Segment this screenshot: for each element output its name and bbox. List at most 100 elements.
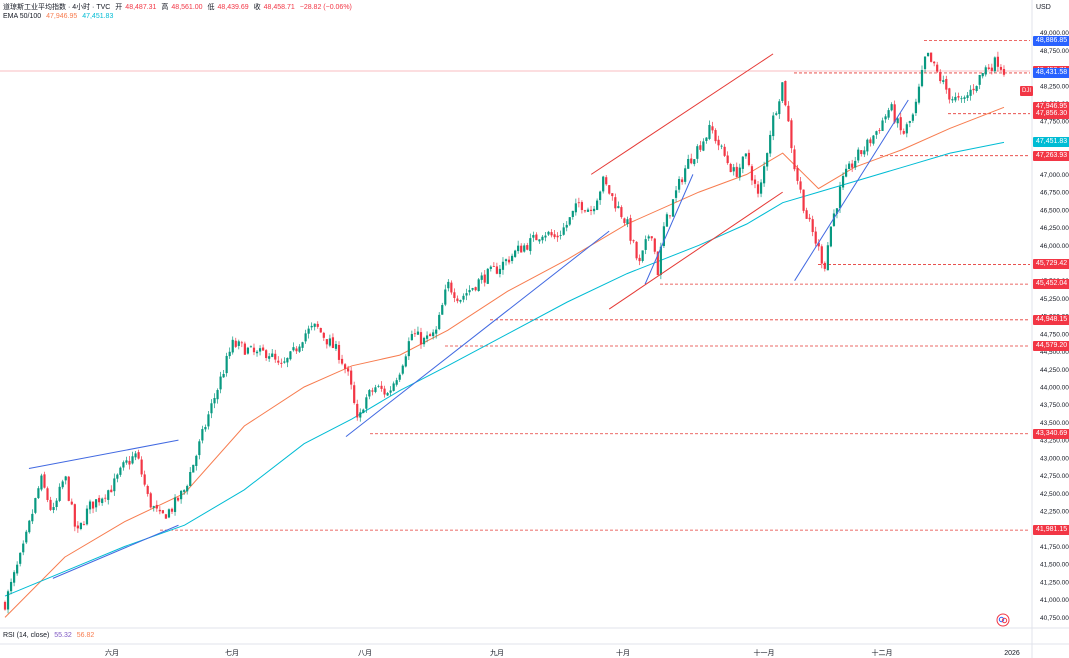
candle (759, 182, 763, 194)
candle (869, 139, 872, 144)
candle (319, 327, 322, 333)
candle (216, 390, 219, 400)
candle (665, 214, 669, 227)
candle (872, 135, 875, 144)
candle (507, 259, 511, 263)
candle (128, 460, 131, 465)
candle (514, 250, 517, 257)
settings-icon[interactable] (996, 613, 1010, 627)
candle (85, 508, 89, 525)
y-tick-label: 42,250.00 (1040, 509, 1069, 516)
candle (589, 209, 593, 212)
close-value: 48,458.71 (263, 4, 295, 11)
candle (671, 199, 675, 217)
candle (896, 118, 899, 124)
candle (917, 86, 921, 103)
candle (274, 353, 277, 360)
candle (641, 250, 644, 261)
candle (498, 268, 502, 275)
candle (878, 130, 881, 131)
price-badge: 43,340.69 (1033, 428, 1069, 439)
trendline (345, 230, 610, 438)
ema-label: EMA 50/100 (3, 13, 42, 20)
candle (395, 380, 398, 385)
candle (772, 115, 775, 137)
rsi-legend[interactable]: RSI (14, close) 55.32 56.82 (3, 631, 97, 640)
candle (948, 88, 951, 100)
high-label: 高 (161, 4, 169, 11)
y-tick-label: 47,750.00 (1040, 119, 1069, 126)
candle (468, 290, 471, 293)
candle (134, 453, 137, 458)
candle (562, 227, 565, 235)
candle (826, 245, 829, 271)
ema50-value: 47,946.95 (46, 13, 78, 20)
candle (744, 153, 747, 157)
candle (377, 385, 380, 387)
candle (668, 215, 672, 217)
candle (799, 181, 802, 190)
candle (398, 374, 401, 380)
candle (219, 376, 222, 390)
candle (474, 287, 477, 291)
candle (793, 149, 796, 170)
candle (714, 130, 717, 142)
candle (3, 602, 7, 610)
candle (510, 255, 514, 262)
candle (975, 86, 978, 91)
candle (19, 552, 22, 564)
candle (747, 152, 751, 166)
symbol-legend[interactable]: 道琼斯工业平均指数 · 4小时 · TVC 开 48,487.31 高 48,561… (3, 3, 355, 12)
candle (425, 335, 429, 339)
candle (592, 208, 596, 212)
candle (170, 508, 174, 512)
candle (644, 239, 647, 250)
candle (553, 234, 556, 238)
candle (532, 235, 535, 238)
candle (122, 462, 125, 468)
rsi-label: RSI (14, close) (3, 632, 50, 639)
candle (914, 101, 918, 114)
y-tick-label: 44,000.00 (1040, 385, 1069, 392)
candle (107, 490, 110, 500)
candle (25, 531, 28, 543)
candle (356, 403, 359, 418)
candle (717, 139, 720, 146)
y-tick-label: 48,750.00 (1040, 48, 1069, 55)
candle (55, 500, 58, 507)
candle (340, 358, 344, 364)
candle (981, 73, 984, 77)
price-badge: 45,452.04 (1033, 279, 1069, 290)
candle (763, 166, 766, 184)
candle (963, 97, 966, 99)
y-tick-label: 45,250.00 (1040, 296, 1069, 303)
candle (911, 114, 914, 121)
candle (881, 120, 884, 131)
candle (823, 262, 826, 269)
candle (161, 510, 164, 514)
y-tick-label: 44,250.00 (1040, 367, 1069, 374)
currency-label[interactable]: USD (1036, 4, 1051, 11)
y-tick-label: 48,250.00 (1040, 83, 1069, 90)
candle (143, 474, 146, 485)
candle (94, 499, 98, 508)
candle (851, 163, 854, 168)
y-tick-label: 41,250.00 (1040, 579, 1069, 586)
candle (119, 467, 122, 475)
candle (9, 581, 13, 592)
candle (441, 305, 444, 315)
y-tick-label: 42,750.00 (1040, 473, 1069, 480)
candle (225, 355, 228, 374)
candle (863, 150, 866, 155)
candle (125, 460, 128, 463)
candle (79, 522, 83, 530)
x-tick-label: 十月 (616, 648, 630, 657)
ema-legend[interactable]: EMA 50/100 47,946.95 47,451.83 (3, 12, 116, 21)
y-tick-label: 41,000.00 (1040, 597, 1069, 604)
candle (884, 116, 887, 120)
candle (401, 365, 404, 374)
candle (926, 52, 930, 57)
candle (990, 67, 993, 71)
